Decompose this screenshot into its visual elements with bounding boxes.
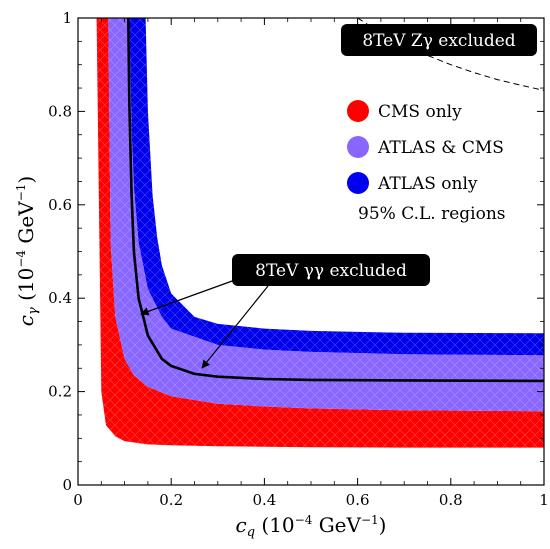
y-tick-label: 0.4	[48, 289, 72, 307]
x-tick-label: 0.6	[346, 491, 370, 509]
band-hatch-atlas-cms	[108, 18, 544, 412]
legend-label-cms-only: CMS only	[378, 102, 462, 122]
y-tick-label: 0	[62, 476, 72, 494]
legend-marker-atlas-only	[347, 172, 369, 194]
y-tick-label: 0.6	[48, 196, 72, 214]
zgamma-badge	[341, 24, 537, 56]
zgamma-label: 8TeV Zγ excluded	[362, 31, 515, 51]
x-tick-label: 0.8	[439, 491, 463, 509]
annotation-gammagamma: 8TeV γγ excluded	[140, 254, 430, 369]
x-tick-label: 0.4	[252, 491, 276, 509]
y-axis-label: cγ (10−4 GeV−1)	[14, 176, 41, 326]
y-tick-label: 1	[62, 9, 72, 27]
x-tick-label: 1	[539, 491, 549, 509]
legend-note: 95% C.L. regions	[358, 204, 506, 224]
legend: CMS only ATLAS & CMS ATLAS only 95% C.L.…	[347, 100, 506, 224]
y-tick-label: 0.8	[48, 102, 72, 120]
x-axis-label: cq (10−4 GeV−1)	[236, 513, 387, 540]
y-tick-label: 0.2	[48, 383, 72, 401]
curves-group	[127, 18, 544, 383]
hatch-overlay-group	[96, 18, 544, 448]
gg-arrow-1	[140, 275, 247, 316]
band-hatch-cms-only	[96, 18, 544, 448]
legend-label-atlas-cms: ATLAS & CMS	[377, 138, 504, 158]
annotation-zgamma: 8TeV Zγ excluded	[341, 24, 537, 56]
ticks-group: 00 0.2 0.2 0.4 0.4 0.6 0.6 0.8 0.8 1 1	[48, 9, 549, 509]
gg-arrow-2	[201, 285, 269, 369]
x-tick-label: 0	[73, 491, 83, 509]
legend-marker-atlas-cms	[347, 136, 369, 158]
legend-label-atlas-only: ATLAS only	[377, 174, 478, 194]
band-atlas-only	[129, 18, 544, 356]
legend-marker-cms-only	[347, 100, 369, 122]
gg-label: 8TeV γγ excluded	[255, 261, 407, 281]
band-hatch-atlas-only	[129, 18, 544, 356]
x-tick-label: 0.2	[159, 491, 183, 509]
curve-gammagamma-excluded	[127, 18, 544, 383]
curve-zgamma-excluded	[357, 18, 544, 91]
gg-badge	[232, 254, 430, 286]
